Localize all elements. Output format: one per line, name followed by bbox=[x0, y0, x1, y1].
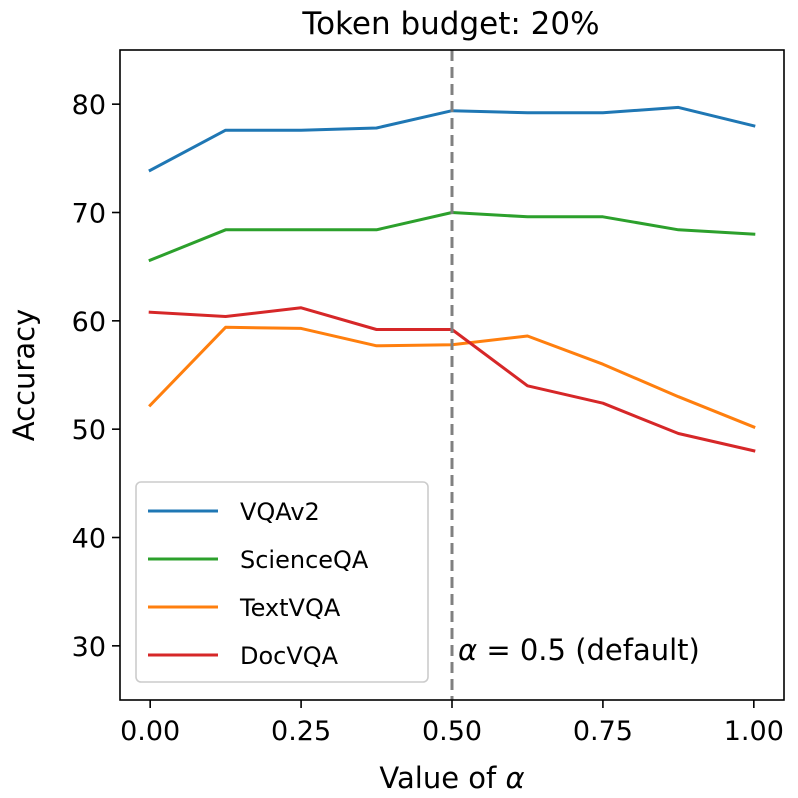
legend-label-scienceqa: ScienceQA bbox=[240, 546, 369, 574]
x-tick-label: 0.50 bbox=[422, 716, 482, 747]
x-tick-label: 1.00 bbox=[724, 716, 784, 747]
y-tick-label: 60 bbox=[72, 307, 106, 338]
y-tick-label: 80 bbox=[72, 90, 106, 121]
x-tick-label: 0.75 bbox=[573, 716, 633, 747]
plot-frame bbox=[119, 49, 785, 701]
chart-title: Token budget: 20% bbox=[301, 6, 599, 42]
y-ticks: 30 40 50 60 70 80 bbox=[72, 90, 120, 663]
series-line-scienceqa bbox=[148, 211, 756, 263]
y-tick-label: 70 bbox=[72, 199, 106, 230]
legend: VQAv2 ScienceQA TextVQA DocVQA bbox=[135, 481, 429, 683]
legend-label-textvqa: TextVQA bbox=[239, 594, 341, 622]
legend-box bbox=[135, 481, 429, 683]
legend-label-docvqa: DocVQA bbox=[240, 642, 339, 670]
legend-label-vqav2: VQAv2 bbox=[240, 498, 320, 526]
legend-items: VQAv2 ScienceQA TextVQA DocVQA bbox=[148, 498, 369, 670]
y-axis-label: Accuracy bbox=[7, 309, 41, 441]
y-tick-label: 30 bbox=[72, 632, 106, 663]
x-tick-label: 0.00 bbox=[120, 716, 180, 747]
y-tick-label: 40 bbox=[72, 524, 106, 555]
x-axis-label: Value of α bbox=[379, 761, 524, 795]
x-ticks: 0.00 0.25 0.50 0.75 1.00 bbox=[120, 700, 784, 747]
x-tick-label: 0.25 bbox=[271, 716, 331, 747]
reference-line-label: α = 0.5 (default) bbox=[458, 633, 700, 667]
y-tick-label: 50 bbox=[72, 415, 106, 446]
